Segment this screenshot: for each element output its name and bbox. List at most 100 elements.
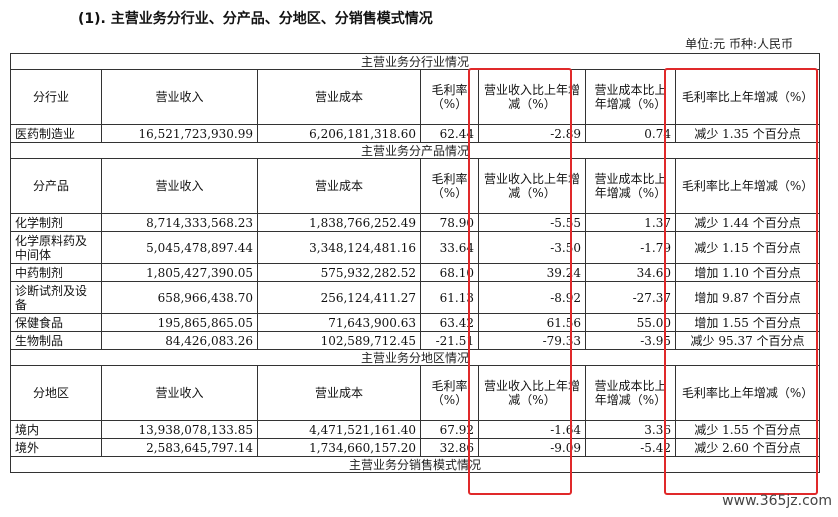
header-row: 分产品 营业收入 营业成本 毛利率（%） 营业收入比上年增减（%） 营业成本比上年增减（%…	[10, 158, 821, 214]
cell-margin-change: 减少 1.35 个百分点	[674, 124, 821, 143]
cell-cost-change: -5.42	[585, 438, 676, 457]
cell-cost-change: 34.60	[585, 263, 676, 282]
header-margin: 毛利率（%）	[420, 69, 479, 125]
header-margin-change: 毛利率比上年增减（%）	[674, 158, 821, 214]
cell-cost: 102,589,712.45	[257, 331, 421, 350]
header-margin: 毛利率（%）	[420, 365, 479, 421]
header-rev-change: 营业收入比上年增减（%）	[478, 69, 586, 125]
cell-cost: 575,932,282.52	[257, 263, 421, 282]
cell-cost: 3,348,124,481.16	[257, 231, 421, 264]
cell-margin: 62.44	[420, 124, 479, 143]
row-name: 化学制剂	[10, 213, 102, 232]
header-margin-change: 毛利率比上年增减（%）	[674, 69, 821, 125]
table-row: 中药制剂 1,805,427,390.05 575,932,282.52 68.10 3…	[10, 263, 821, 282]
cell-revenue: 2,583,645,797.14	[101, 438, 258, 457]
table-row: 保健食品 195,865,865.05 71,643,900.63 63.42 61.5…	[10, 313, 821, 332]
table-row: 境外 2,583,645,797.14 1,734,660,157.20 32.86 -…	[10, 438, 821, 457]
header-revenue: 营业收入	[101, 69, 258, 125]
header-revenue: 营业收入	[101, 158, 258, 214]
cell-revenue: 13,938,078,133.85	[101, 420, 258, 439]
cell-margin: 67.92	[420, 420, 479, 439]
header-cost-change: 营业成本比上年增减（%）	[585, 69, 676, 125]
header-category: 分产品	[10, 158, 102, 214]
section-title-row: 主营业务分地区情况	[9, 349, 821, 366]
table-row: 生物制品 84,426,083.26 102,589,712.45 -21.51 -79…	[10, 331, 821, 350]
cell-revenue: 1,805,427,390.05	[101, 263, 258, 282]
cell-rev-change: -2.89	[478, 124, 586, 143]
cell-cost: 1,838,766,252.49	[257, 213, 421, 232]
cell-margin-change: 减少 2.60 个百分点	[674, 438, 821, 457]
cell-revenue: 5,045,478,897.44	[101, 231, 258, 264]
cell-revenue: 195,865,865.05	[101, 313, 258, 332]
cell-margin-change: 减少 1.44 个百分点	[674, 213, 821, 232]
unit-currency-line: 单位:元 币种:人民币	[685, 37, 793, 51]
cell-rev-change: -3.50	[478, 231, 586, 264]
row-name: 诊断试剂及设备	[10, 281, 102, 314]
cell-cost-change: 0.74	[585, 124, 676, 143]
table-row: 境内 13,938,078,133.85 4,471,521,161.40 67.92…	[10, 420, 821, 439]
row-name: 境内	[10, 420, 102, 439]
cell-cost: 6,206,181,318.60	[257, 124, 421, 143]
cell-revenue: 16,521,723,930.99	[101, 124, 258, 143]
cell-cost-change: 1.37	[585, 213, 676, 232]
cell-margin-change: 增加 1.10 个百分点	[674, 263, 821, 282]
cell-margin: 78.90	[420, 213, 479, 232]
cell-margin: 68.10	[420, 263, 479, 282]
section-title-row: 主营业务分销售模式情况	[9, 456, 821, 473]
section-title: 主营业务分销售模式情况	[9, 456, 821, 473]
cell-rev-change: -79.33	[478, 331, 586, 350]
cell-cost: 1,734,660,157.20	[257, 438, 421, 457]
cell-rev-change: 61.56	[478, 313, 586, 332]
cell-margin: 61.13	[420, 281, 479, 314]
header-cost-change: 营业成本比上年增减（%）	[585, 158, 676, 214]
cell-rev-change: -1.64	[478, 420, 586, 439]
cell-rev-change: -5.55	[478, 213, 586, 232]
main-business-table: 主营业务分行业情况 分行业 营业收入 营业成本 毛利率（%） 营业收入比上年增减（%） 营业…	[9, 53, 821, 473]
section-title-row: 主营业务分行业情况	[9, 53, 821, 70]
cell-margin: 32.86	[420, 438, 479, 457]
cell-cost-change: 55.00	[585, 313, 676, 332]
cell-cost-change: 3.36	[585, 420, 676, 439]
row-name: 化学原料药及中间体	[10, 231, 102, 264]
cell-cost-change: -3.95	[585, 331, 676, 350]
header-row: 分行业 营业收入 营业成本 毛利率（%） 营业收入比上年增减（%） 营业成本比上年增减（%…	[10, 69, 821, 125]
row-name: 中药制剂	[10, 263, 102, 282]
section-heading: (1). 主营业务分行业、分产品、分地区、分销售模式情况	[78, 11, 433, 27]
cell-margin-change: 增加 1.55 个百分点	[674, 313, 821, 332]
table-row: 医药制造业 16,521,723,930.99 6,206,181,318.60 62…	[10, 124, 821, 143]
row-name: 生物制品	[10, 331, 102, 350]
header-category: 分地区	[10, 365, 102, 421]
cell-revenue: 8,714,333,568.23	[101, 213, 258, 232]
row-name: 境外	[10, 438, 102, 457]
cell-rev-change: -8.92	[478, 281, 586, 314]
cell-margin-change: 减少 1.15 个百分点	[674, 231, 821, 264]
table-row: 化学原料药及中间体 5,045,478,897.44 3,348,124,481.1…	[10, 231, 821, 264]
section-title: 主营业务分产品情况	[9, 142, 821, 159]
cell-margin: 63.42	[420, 313, 479, 332]
header-category: 分行业	[10, 69, 102, 125]
cell-margin-change: 减少 1.55 个百分点	[674, 420, 821, 439]
cell-margin: 33.64	[420, 231, 479, 264]
row-name: 医药制造业	[10, 124, 102, 143]
cell-revenue: 84,426,083.26	[101, 331, 258, 350]
row-name: 保健食品	[10, 313, 102, 332]
header-rev-change: 营业收入比上年增减（%）	[478, 365, 586, 421]
section-title: 主营业务分地区情况	[9, 349, 821, 366]
cell-cost: 71,643,900.63	[257, 313, 421, 332]
header-margin-change: 毛利率比上年增减（%）	[674, 365, 821, 421]
header-cost: 营业成本	[257, 69, 421, 125]
header-cost: 营业成本	[257, 158, 421, 214]
cell-cost-change: -27.37	[585, 281, 676, 314]
cell-cost-change: -1.79	[585, 231, 676, 264]
cell-margin: -21.51	[420, 331, 479, 350]
table-row: 化学制剂 8,714,333,568.23 1,838,766,252.49 78.9…	[10, 213, 821, 232]
header-cost: 营业成本	[257, 365, 421, 421]
cell-rev-change: 39.24	[478, 263, 586, 282]
header-row: 分地区 营业收入 营业成本 毛利率（%） 营业收入比上年增减（%） 营业成本比上年增减（%…	[10, 365, 821, 421]
cell-cost: 4,471,521,161.40	[257, 420, 421, 439]
section-title-row: 主营业务分产品情况	[9, 142, 821, 159]
cell-margin-change: 增加 9.87 个百分点	[674, 281, 821, 314]
header-rev-change: 营业收入比上年增减（%）	[478, 158, 586, 214]
cell-margin-change: 减少 95.37 个百分点	[674, 331, 821, 350]
table-row: 诊断试剂及设备 658,966,438.70 256,124,411.27 61.13…	[10, 281, 821, 314]
